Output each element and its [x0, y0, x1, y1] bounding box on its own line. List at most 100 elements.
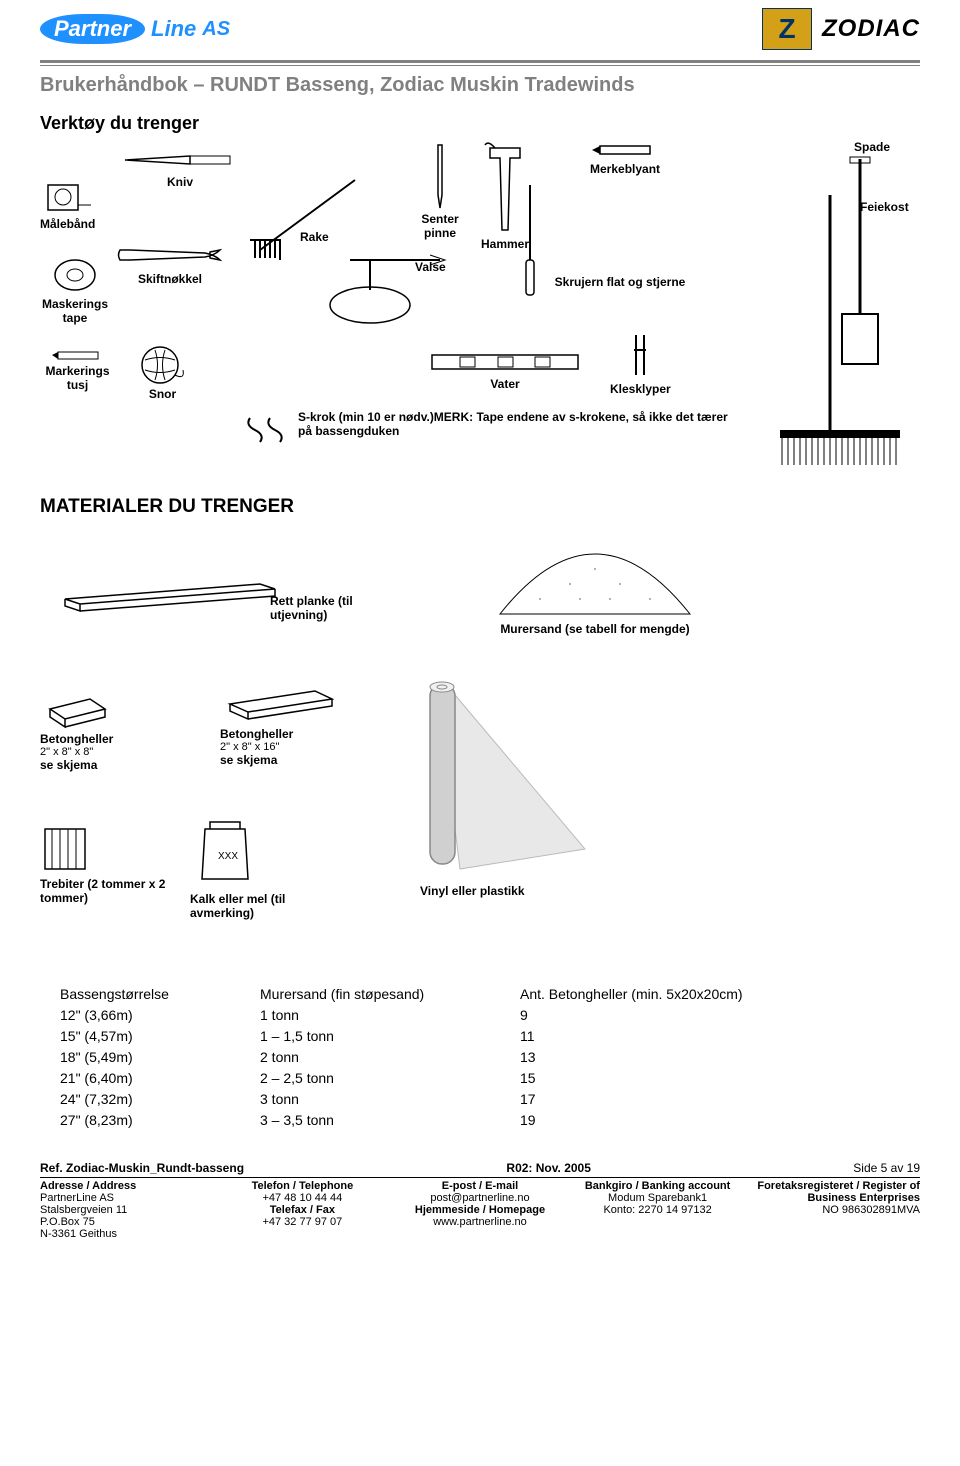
- paver-square-icon: [40, 679, 110, 729]
- fcol-line: post@partnerline.no: [395, 1192, 565, 1204]
- mat-murersand: Murersand (se tabell for mengde): [480, 524, 710, 636]
- label-klesklyper: Klesklyper: [610, 382, 671, 396]
- page-header: Partner Line AS Z ZODIAC: [0, 0, 960, 56]
- tool-skrok: S-krok (min 10 er nødv.)MERK: Tape enden…: [240, 410, 740, 450]
- tool-snor: Snor: [135, 340, 190, 401]
- td-sand: 2 – 2,5 tonn: [260, 1068, 520, 1089]
- tool-kniv: Kniv: [120, 148, 240, 189]
- label-vinyl-wrap: Vinyl eller plastikk: [420, 884, 525, 898]
- tool-vater: Vater: [430, 350, 580, 391]
- materials-title: MATERIALER DU TRENGER: [0, 490, 960, 524]
- td-sand: 1 tonn: [260, 1005, 520, 1026]
- label-murersand: Murersand (se tabell for mengde): [480, 622, 710, 636]
- fcol-line: +47 32 77 97 07: [218, 1216, 388, 1228]
- mat-betong2: Betongheller 2" x 8" x 16" se skjema: [220, 679, 350, 767]
- td-size: 18" (5,49m): [60, 1047, 260, 1068]
- footer-grid: Adresse / Address PartnerLine AS Stalsbe…: [0, 1180, 960, 1240]
- mat-trebiter: Trebiter (2 tommer x 2 tommer): [40, 824, 180, 905]
- td-size: 21" (6,40m): [60, 1068, 260, 1089]
- partner-logo-as: AS: [202, 18, 230, 41]
- zodiac-text: ZODIAC: [822, 15, 920, 43]
- label-betong1-note: se skjema: [40, 758, 160, 772]
- label-trebiter: Trebiter (2 tommer x 2 tommer): [40, 877, 180, 905]
- table-row: 21" (6,40m) 2 – 2,5 tonn 15: [60, 1068, 900, 1089]
- label-rake: Rake: [300, 230, 329, 244]
- table-row: 24" (7,32m) 3 tonn 17: [60, 1089, 900, 1110]
- tools-title: Verktøy du trenger: [0, 107, 960, 140]
- tool-merkeblyant: Merkeblyant: [590, 140, 660, 176]
- mat-kalk: XXX Kalk eller mel (til avmerking): [190, 814, 330, 920]
- label-betong2-note: se skjema: [220, 753, 350, 767]
- screwdriver-icon: [520, 180, 540, 300]
- zodiac-logo: Z ZODIAC: [762, 8, 920, 50]
- label-betong1: Betongheller: [40, 732, 160, 746]
- mat-planke: [60, 574, 280, 617]
- tool-senterpinne: Senter pinne: [410, 140, 470, 240]
- td-heller: 11: [520, 1026, 900, 1047]
- label-vater: Vater: [430, 377, 580, 391]
- tool-skiftnokkel: Skiftnøkkel: [115, 240, 225, 286]
- tool-tusj: Markerings tusj: [40, 350, 115, 392]
- tool-valse: Valse: [320, 250, 450, 332]
- td-sand: 1 – 1,5 tonn: [260, 1026, 520, 1047]
- label-tape: Maskerings tape: [40, 297, 110, 325]
- ref-left: Ref. Zodiac-Muskin_Rundt-basseng: [40, 1161, 244, 1175]
- label-kalk: Kalk eller mel (til avmerking): [190, 892, 330, 920]
- document-title: Brukerhåndbok – RUNDT Basseng, Zodiac Mu…: [0, 74, 960, 107]
- footer-col-phone: Telefon / Telephone +47 48 10 44 44 Tele…: [218, 1180, 388, 1240]
- fcol-line: www.partnerline.no: [395, 1216, 565, 1228]
- td-heller: 17: [520, 1089, 900, 1110]
- fcol-head: Foretaksregisteret / Register of Busines…: [750, 1180, 920, 1204]
- td-size: 27" (8,23m): [60, 1110, 260, 1131]
- footer-col-registry: Foretaksregisteret / Register of Busines…: [750, 1180, 920, 1240]
- ref-mid: R02: Nov. 2005: [506, 1161, 591, 1175]
- fcol-line: Konto: 2270 14 97132: [573, 1204, 743, 1216]
- footer-col-bank: Bankgiro / Banking account Modum Spareba…: [573, 1180, 743, 1240]
- label-merkeblyant: Merkeblyant: [590, 162, 660, 176]
- table-row: 18" (5,49m) 2 tonn 13: [60, 1047, 900, 1068]
- clothespin-icon: [628, 330, 653, 380]
- label-planke: Rett planke (til utjevning): [270, 594, 390, 622]
- tools-diagram: Målebånd Kniv Rake Senter pinne Hammer M…: [40, 140, 920, 490]
- footer-divider: [40, 1177, 920, 1178]
- label-spade: Spade: [830, 140, 890, 154]
- wrench-icon: [115, 240, 225, 270]
- table-row: 15" (4,57m) 1 – 1,5 tonn 11: [60, 1026, 900, 1047]
- label-skiftnokkel: Skiftnøkkel: [115, 272, 225, 286]
- sand-table: Bassengstørrelse Murersand (fin støpesan…: [0, 964, 960, 1141]
- fcol-line: Stalsbergveien 11: [40, 1204, 210, 1216]
- td-size: 15" (4,57m): [60, 1026, 260, 1047]
- partner-logo-line: Line: [151, 16, 196, 42]
- td-heller: 15: [520, 1068, 900, 1089]
- label-betong2-dim: 2" x 8" x 16": [220, 741, 350, 753]
- tool-skrujern: Skrujern flat og stjerne: [520, 180, 540, 302]
- svg-text:XXX: XXX: [218, 851, 238, 862]
- broom-graphic: [770, 190, 910, 473]
- fcol-line: N-3361 Geithus: [40, 1228, 210, 1240]
- fcol-line: Hjemmeside / Homepage: [395, 1204, 565, 1216]
- label-valse: Valse: [415, 260, 446, 274]
- vinyl-roll-icon: [410, 674, 590, 874]
- fcol-line: P.O.Box 75: [40, 1216, 210, 1228]
- td-sand: 3 tonn: [260, 1089, 520, 1110]
- divider-thick: [40, 60, 920, 63]
- materials-diagram: Rett planke (til utjevning) Murersand (s…: [40, 524, 920, 964]
- tool-maleband: Målebånd: [40, 180, 95, 231]
- label-snor: Snor: [135, 387, 190, 401]
- fcol-line: Telefax / Fax: [218, 1204, 388, 1216]
- td-sand: 3 – 3,5 tonn: [260, 1110, 520, 1131]
- fcol-line: Modum Sparebank1: [573, 1192, 743, 1204]
- label-skrok: S-krok (min 10 er nødv.)MERK: Tape enden…: [240, 410, 740, 438]
- divider-thin: [40, 65, 920, 66]
- label-skrujern: Skrujern flat og stjerne: [540, 275, 700, 289]
- zodiac-symbol: Z: [762, 8, 812, 50]
- marker-icon: [50, 350, 105, 362]
- th-size: Bassengstørrelse: [60, 984, 260, 1005]
- knife-icon: [120, 148, 240, 173]
- label-tusj: Markerings tusj: [40, 364, 115, 392]
- s-hook-icon: [240, 410, 290, 450]
- tape-measure-icon: [43, 180, 93, 215]
- sand-pile-icon: [480, 524, 710, 619]
- fcol-head: Adresse / Address: [40, 1180, 210, 1192]
- th-heller: Ant. Betongheller (min. 5x20x20cm): [520, 984, 900, 1005]
